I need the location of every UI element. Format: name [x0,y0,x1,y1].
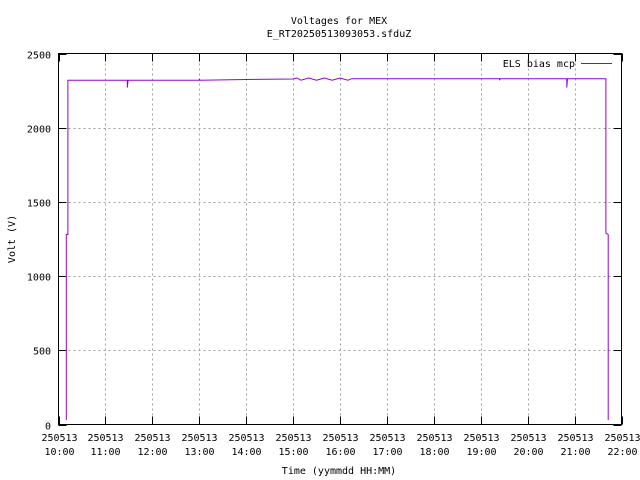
y-tick-label: 1000 [27,273,51,284]
y-axis-ticks: 0 500 1000 1500 2000 2500 [27,51,622,433]
x-tick-time-label: 19:00 [466,447,496,458]
y-axis-label: Volt (V) [7,215,18,263]
y-tick-label: 2500 [27,51,51,62]
x-tick-date-label: 250513 [87,433,123,444]
series-layer [65,77,609,420]
y-tick-label: 0 [45,422,51,433]
x-tick-time-label: 13:00 [184,447,214,458]
x-tick-time-label: 21:00 [560,447,590,458]
x-tick-date-label: 250513 [369,433,405,444]
x-tick-date-label: 250513 [604,433,640,444]
x-tick-time-label: 11:00 [90,447,120,458]
grid [58,53,622,425]
x-tick-date-label: 250513 [510,433,546,444]
x-tick-date-label: 250513 [228,433,264,444]
plot-frame [58,53,622,425]
legend-label: ELS bias mcp [503,59,575,70]
x-axis-ticks: 250513 10:00 250513 11:00 250513 12:00 250513 1… [41,53,640,458]
x-tick-date-label: 250513 [134,433,170,444]
x-tick-time-label: 12:00 [137,447,167,458]
x-tick-time-label: 17:00 [372,447,402,458]
x-tick-time-label: 20:00 [513,447,543,458]
chart-title: Voltages for MEX [291,16,387,27]
x-tick-time-label: 18:00 [419,447,449,458]
x-tick-date-label: 250513 [41,433,77,444]
x-tick-time-label: 10:00 [44,447,74,458]
x-tick-date-label: 250513 [463,433,499,444]
x-tick-date-label: 250513 [416,433,452,444]
y-tick-label: 500 [33,347,51,358]
x-tick-date-label: 250513 [181,433,217,444]
x-tick-time-label: 15:00 [278,447,308,458]
series-line-els-bias-mcp [65,77,609,420]
x-tick-time-label: 22:00 [607,447,637,458]
chart-subtitle: E_RT20250513093053.sfduZ [267,29,412,40]
y-tick-label: 2000 [27,125,51,136]
legend: ELS bias mcp [503,59,612,70]
x-tick-time-label: 16:00 [325,447,355,458]
x-tick-date-label: 250513 [275,433,311,444]
x-axis-label: Time (yymmdd HH:MM) [282,466,396,477]
x-tick-date-label: 250513 [322,433,358,444]
y-tick-label: 1500 [27,199,51,210]
x-tick-date-label: 250513 [557,433,593,444]
x-tick-time-label: 14:00 [231,447,261,458]
